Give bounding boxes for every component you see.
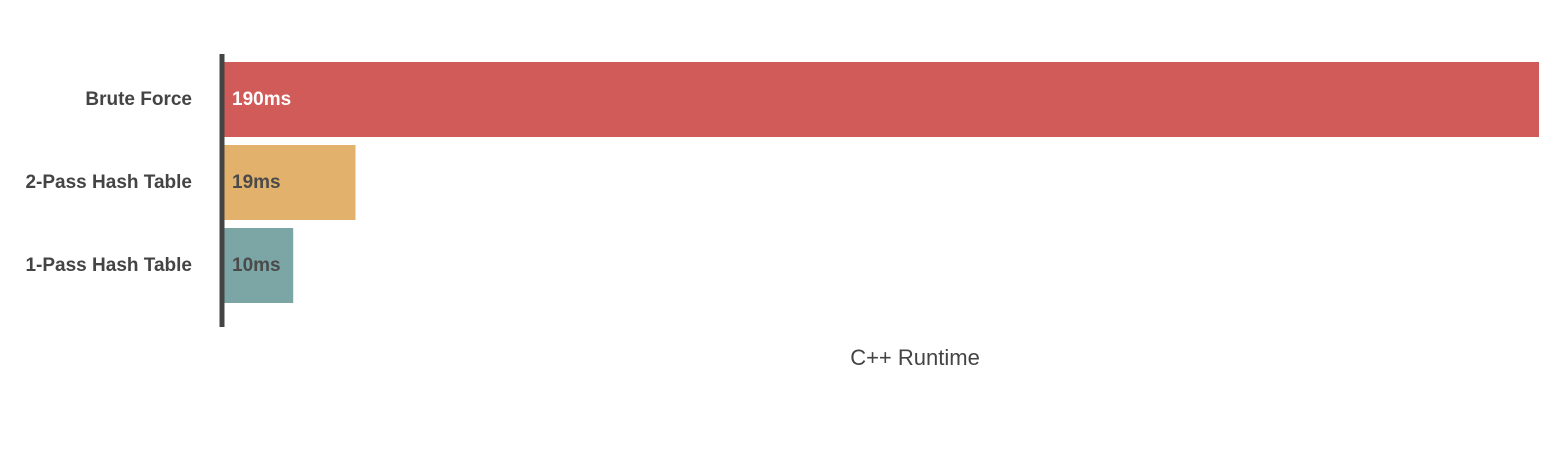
bar-value-label-1: 19ms <box>232 172 281 193</box>
category-labels-group: Brute Force 2-Pass Hash Table 1-Pass Hash … <box>25 89 192 276</box>
bar-value-label-2: 10ms <box>232 255 281 276</box>
bar-1 <box>224 145 356 220</box>
bar-2 <box>224 228 294 303</box>
x-axis-title: C++ Runtime <box>850 345 980 370</box>
bar-0 <box>224 62 1539 137</box>
bars-group: 190ms 19ms 10ms <box>224 62 1539 303</box>
category-label-1: 2-Pass Hash Table <box>25 172 192 193</box>
category-label-0: Brute Force <box>85 89 192 110</box>
bar-value-label-0: 190ms <box>232 89 291 110</box>
category-label-2: 1-Pass Hash Table <box>25 255 192 276</box>
